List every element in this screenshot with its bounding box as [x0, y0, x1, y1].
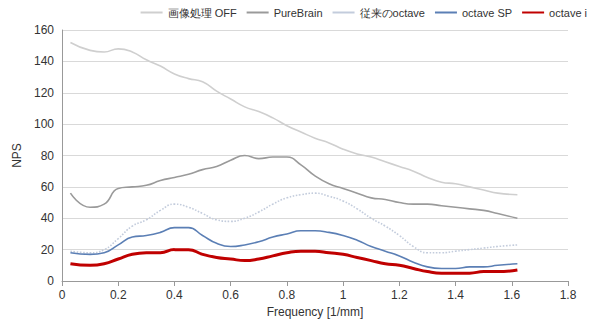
svg-text:PureBrain: PureBrain — [274, 7, 323, 19]
svg-text:octave i: octave i — [549, 7, 587, 19]
svg-text:1.8: 1.8 — [560, 288, 577, 302]
svg-text:Frequency [1/mm]: Frequency [1/mm] — [267, 305, 364, 319]
svg-text:0.6: 0.6 — [222, 288, 239, 302]
svg-text:100: 100 — [34, 117, 54, 131]
svg-text:120: 120 — [34, 86, 54, 100]
svg-text:1: 1 — [340, 288, 347, 302]
svg-text:80: 80 — [41, 149, 55, 163]
svg-text:1.2: 1.2 — [391, 288, 408, 302]
svg-text:140: 140 — [34, 54, 54, 68]
svg-text:従来のoctave: 従来のoctave — [360, 7, 425, 19]
svg-text:1.4: 1.4 — [447, 288, 464, 302]
svg-text:0.4: 0.4 — [166, 288, 183, 302]
svg-text:画像処理 OFF: 画像処理 OFF — [168, 7, 237, 19]
svg-text:0.8: 0.8 — [279, 288, 296, 302]
svg-text:octave SP: octave SP — [462, 7, 512, 19]
svg-text:20: 20 — [41, 243, 55, 257]
svg-text:NPS: NPS — [10, 143, 24, 168]
svg-text:1.6: 1.6 — [503, 288, 520, 302]
svg-text:0: 0 — [59, 288, 66, 302]
svg-text:40: 40 — [41, 211, 55, 225]
svg-text:160: 160 — [34, 23, 54, 37]
svg-text:0.2: 0.2 — [110, 288, 127, 302]
svg-text:0: 0 — [47, 274, 54, 288]
svg-text:60: 60 — [41, 180, 55, 194]
